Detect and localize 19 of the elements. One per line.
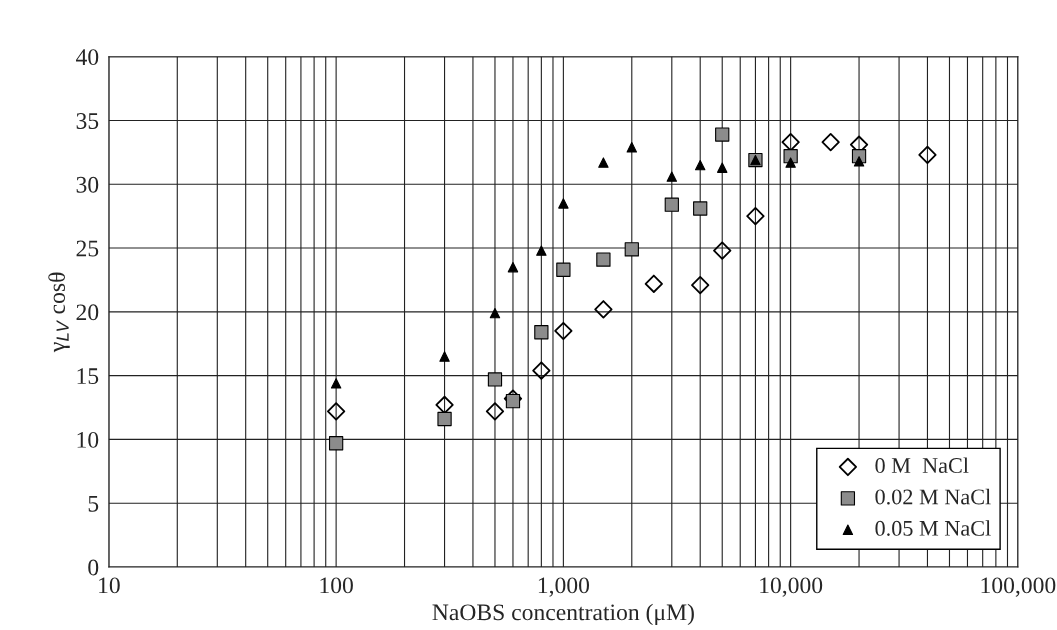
legend-label: 0.02 M NaCl: [875, 488, 991, 505]
y-tick-label: 10: [77, 431, 99, 448]
x-tick-label: 1,000: [538, 577, 590, 597]
y-tick-label: 0: [88, 559, 99, 576]
legend-label: 0 M NaCl: [875, 457, 969, 474]
y-tick-label: 35: [76, 113, 99, 129]
x-tick-label: 10,000: [760, 577, 823, 597]
y-tick-label: 15: [77, 368, 99, 385]
x-axis-title: NaOBS concentration (μM): [432, 603, 694, 626]
y-axis-title: γ$_{LV}$ cosθ: [48, 272, 70, 353]
y-tick-label: 30: [76, 176, 99, 193]
x-tick-label: 100: [320, 577, 353, 594]
y-tick-label: 20: [76, 304, 99, 321]
y-tick-label: 5: [88, 495, 99, 512]
x-tick-label: 100,000: [981, 577, 1056, 597]
legend-label: 0.05 M NaCl: [875, 520, 991, 536]
x-tick-label: 10: [99, 577, 120, 594]
y-tick-label: 25: [76, 240, 99, 257]
y-tick-label: 40: [76, 49, 99, 66]
